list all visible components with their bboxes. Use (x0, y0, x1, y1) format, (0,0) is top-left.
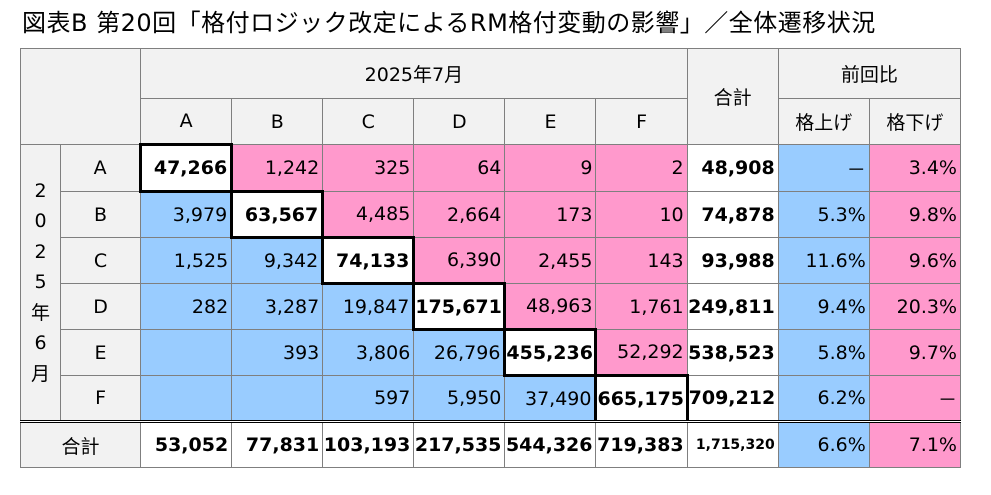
corner-cell (19, 48, 142, 145)
matrix-cell: 6,390 (413, 237, 506, 284)
prev-ratio-header: 前回比 (777, 48, 962, 99)
matrix-cell: 1,525 (140, 237, 233, 284)
matrix-cell: 48,963 (504, 283, 597, 330)
matrix-cell: 2 (595, 144, 688, 192)
row-total: 538,523 (686, 329, 779, 376)
upgrade-ratio: 5.3% (777, 191, 870, 238)
matrix-cell: 455,236 (503, 328, 598, 377)
matrix-cell: 3,806 (322, 329, 415, 376)
grand-total: 1,715,320 (686, 420, 779, 468)
col-header: F (595, 98, 688, 145)
matrix-cell: 1,761 (595, 283, 688, 330)
upgrade-ratio: － (777, 144, 870, 192)
upgrade-ratio: 6.2% (777, 375, 870, 422)
col-total: 719,383 (595, 420, 688, 468)
col-header: E (504, 98, 597, 145)
matrix-cell: 9,342 (231, 237, 324, 284)
period-to-header: 2025年7月 (140, 48, 688, 99)
matrix-cell: 1,242 (231, 144, 324, 192)
page-title: 図表B 第20回「格付ロジック改定によるRM格付変動の影響」／全体遷移状況 (22, 9, 876, 37)
matrix-cell: 63,567 (230, 190, 325, 239)
col-header: D (413, 98, 506, 145)
col-header: C (322, 98, 415, 145)
row-total: 93,988 (686, 237, 779, 284)
col-total: 103,193 (322, 420, 415, 468)
matrix-cell (231, 375, 324, 422)
upgrade-ratio: 11.6% (777, 237, 870, 284)
matrix-cell: 393 (231, 329, 324, 376)
downgrade-header: 格下げ (868, 98, 962, 145)
matrix-cell: 4,485 (322, 191, 415, 238)
upgrade-ratio: 5.8% (777, 329, 870, 376)
totals-row-label: 合計 (19, 420, 142, 468)
col-header: B (231, 98, 324, 145)
matrix-cell: 47,266 (139, 143, 234, 193)
col-total: 53,052 (140, 420, 233, 468)
row-label: C (60, 237, 142, 284)
col-total: 217,535 (413, 420, 506, 468)
downgrade-ratio: 9.8% (868, 191, 962, 238)
total-upgrade-ratio: 6.6% (777, 420, 870, 468)
row-total: 74,878 (686, 191, 779, 238)
matrix-cell: 175,671 (412, 282, 507, 331)
matrix-cell (140, 329, 233, 376)
upgrade-ratio: 9.4% (777, 283, 870, 330)
matrix-cell: 52,292 (595, 329, 688, 376)
row-label: B (60, 191, 142, 238)
downgrade-ratio: － (868, 375, 962, 422)
row-total: 709,212 (686, 375, 779, 422)
matrix-cell: 282 (140, 283, 233, 330)
row-total: 48,908 (686, 144, 779, 192)
matrix-cell: 325 (322, 144, 415, 192)
matrix-cell: 5,950 (413, 375, 506, 422)
total-downgrade-ratio: 7.1% (868, 420, 962, 468)
row-label: F (60, 375, 142, 422)
matrix-cell: 597 (322, 375, 415, 422)
matrix-cell: 2,664 (413, 191, 506, 238)
col-total: 544,326 (504, 420, 597, 468)
matrix-cell: 3,287 (231, 283, 324, 330)
downgrade-ratio: 20.3% (868, 283, 962, 330)
matrix-cell (140, 375, 233, 422)
downgrade-ratio: 9.7% (868, 329, 962, 376)
row-total: 249,811 (686, 283, 779, 330)
matrix-cell: 74,133 (321, 236, 416, 285)
downgrade-ratio: 3.4% (868, 144, 962, 192)
matrix-cell: 64 (413, 144, 506, 192)
col-total: 77,831 (231, 420, 324, 468)
col-header: A (140, 98, 233, 145)
matrix-cell: 26,796 (413, 329, 506, 376)
row-label: A (60, 144, 142, 192)
matrix-cell: 37,490 (504, 375, 597, 422)
matrix-cell: 10 (595, 191, 688, 238)
row-label: D (60, 283, 142, 330)
upgrade-header: 格上げ (777, 98, 870, 145)
matrix-cell: 19,847 (322, 283, 415, 330)
downgrade-ratio: 9.6% (868, 237, 962, 284)
row-label: E (60, 329, 142, 376)
matrix-cell: 173 (504, 191, 597, 238)
total-header: 合計 (686, 48, 779, 145)
matrix-cell: 3,979 (140, 191, 233, 238)
matrix-cell: 143 (595, 237, 688, 284)
matrix-cell: 2,455 (504, 237, 597, 284)
matrix-cell: 665,175 (594, 374, 689, 423)
matrix-cell: 9 (504, 144, 597, 192)
